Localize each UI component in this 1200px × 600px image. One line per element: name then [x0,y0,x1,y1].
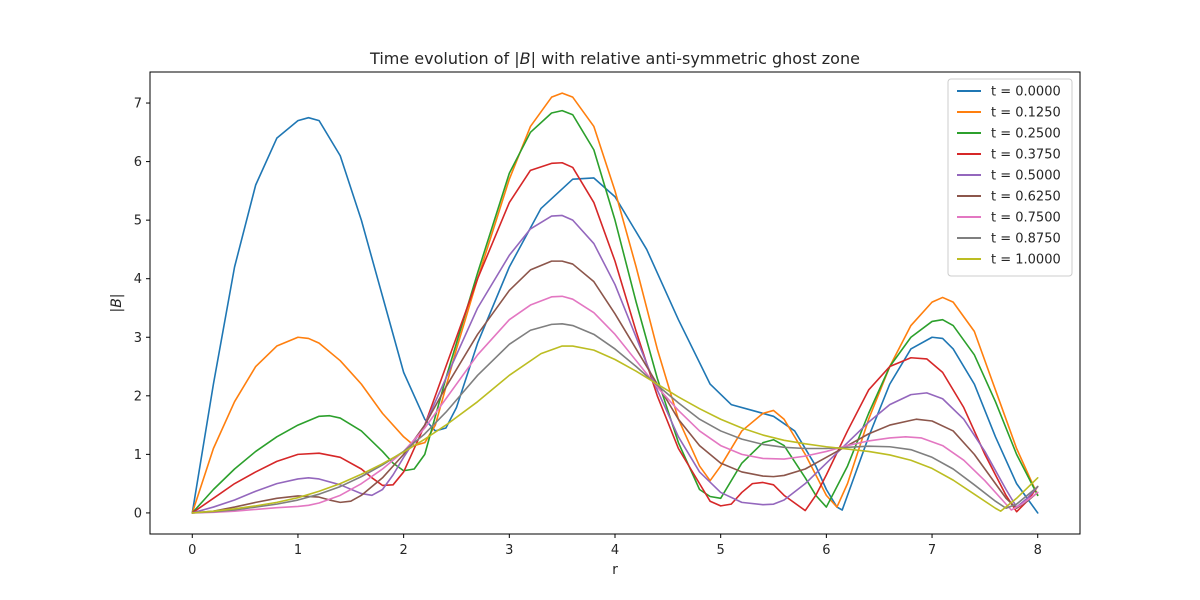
y-tick-label-6: 6 [134,155,142,170]
y-tick-label-0: 0 [134,506,142,521]
series-line-8 [191,345,1039,514]
y-axis-label: |B| [109,293,125,312]
legend-label-3: t = 0.3750 [991,148,1061,163]
x-axis-label: r [612,562,618,578]
chart-title: Time evolution of |B| with relative anti… [369,49,860,68]
series-line-2 [191,109,1039,514]
y-tick-label-7: 7 [134,97,142,112]
x-tick-label-6: 6 [822,543,830,558]
y-tick-label-1: 1 [134,448,142,463]
y-tick-label-4: 4 [134,272,142,287]
x-tick-label-1: 1 [294,543,302,558]
x-axis: 0 1 2 3 4 5 6 7 8 [188,534,1042,558]
legend-label-7: t = 0.8750 [991,232,1061,247]
x-tick-label-5: 5 [717,543,725,558]
series-line-3 [191,161,1039,514]
x-tick-label-3: 3 [505,543,513,558]
y-tick-label-5: 5 [134,214,142,229]
x-tick-label-8: 8 [1034,543,1042,558]
series-line-5 [191,260,1039,514]
series-line-6 [191,295,1039,514]
legend-label-5: t = 0.6250 [991,190,1061,205]
legend-label-8: t = 1.0000 [991,253,1061,268]
series-line-1 [191,92,1039,514]
legend-label-6: t = 0.7500 [991,211,1061,226]
x-tick-label-0: 0 [188,543,196,558]
series-layer [191,92,1039,514]
x-tick-label-4: 4 [611,543,619,558]
legend-label-4: t = 0.5000 [991,169,1061,184]
legend-label-1: t = 0.1250 [991,106,1061,121]
series-line-0 [191,116,1039,514]
series-line-4 [191,214,1039,514]
y-tick-label-2: 2 [134,389,142,404]
y-axis: 0 1 2 3 4 5 6 7 [134,97,150,521]
legend-label-0: t = 0.0000 [991,85,1061,100]
x-tick-label-2: 2 [399,543,407,558]
x-tick-label-7: 7 [928,543,936,558]
series-line-7 [191,322,1039,514]
legend: t = 0.0000 t = 0.1250 t = 0.2500 t = 0.3750… [947,78,1073,277]
legend-label-2: t = 0.2500 [991,127,1061,142]
legend-box [947,78,1073,277]
y-tick-label-3: 3 [134,331,142,346]
